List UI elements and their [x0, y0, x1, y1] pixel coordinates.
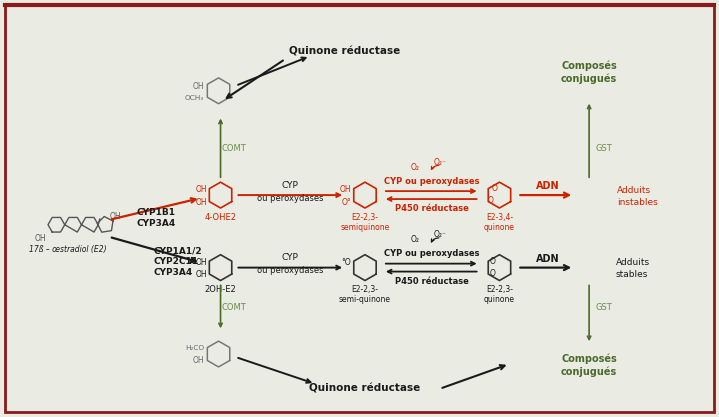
Text: OH: OH: [196, 198, 207, 207]
Text: Composés: Composés: [562, 354, 617, 364]
Text: ADN: ADN: [536, 181, 559, 191]
Text: semi-quinone: semi-quinone: [339, 295, 391, 304]
Text: OH: OH: [196, 270, 207, 279]
Text: E2-2,3-: E2-2,3-: [352, 285, 378, 294]
Text: COMT: COMT: [221, 144, 246, 153]
Text: CYP1A1/2
CYP2C11
CYP3A4: CYP1A1/2 CYP2C11 CYP3A4: [154, 247, 203, 276]
Text: CYP ou peroxydases: CYP ou peroxydases: [384, 249, 480, 258]
Text: conjugués: conjugués: [561, 74, 617, 84]
Text: O°: O°: [342, 198, 352, 207]
Text: COMT: COMT: [221, 303, 246, 312]
Text: P450 réductase: P450 réductase: [395, 204, 469, 214]
Text: OH: OH: [196, 186, 207, 194]
Text: CYP: CYP: [282, 253, 298, 262]
Text: O₂: O₂: [411, 163, 419, 172]
Text: OH: OH: [340, 186, 352, 194]
Text: CYP: CYP: [282, 181, 298, 190]
Text: Composés: Composés: [562, 61, 617, 71]
Text: quinone: quinone: [484, 223, 515, 232]
Text: O: O: [490, 256, 495, 266]
Text: ADN: ADN: [536, 254, 559, 264]
Text: O₂: O₂: [411, 235, 419, 244]
Text: CYP ou peroxydases: CYP ou peroxydases: [384, 177, 480, 186]
Text: 17ß – œstradiol (E2): 17ß – œstradiol (E2): [29, 245, 107, 254]
Text: OH: OH: [196, 258, 207, 267]
Text: E2-2,3-: E2-2,3-: [352, 213, 378, 221]
Text: instables: instables: [617, 198, 658, 206]
Text: OCH₃: OCH₃: [185, 95, 204, 101]
Text: GST: GST: [595, 303, 613, 312]
Text: E2-2,3-: E2-2,3-: [486, 285, 513, 294]
Text: OH: OH: [35, 234, 47, 243]
Text: quinone: quinone: [484, 295, 515, 304]
Text: OH: OH: [193, 82, 204, 91]
Text: 4-OHE2: 4-OHE2: [204, 213, 237, 221]
Text: OH: OH: [110, 212, 122, 221]
Text: E2-3,4-: E2-3,4-: [486, 213, 513, 221]
Text: semiquinone: semiquinone: [340, 223, 390, 232]
Text: GST: GST: [595, 144, 613, 153]
Text: H₂CO: H₂CO: [186, 345, 204, 351]
Text: 2OH-E2: 2OH-E2: [205, 285, 237, 294]
Text: P450 réductase: P450 réductase: [395, 277, 469, 286]
Text: O₂⁻: O₂⁻: [433, 230, 446, 239]
Text: O: O: [491, 184, 498, 193]
Text: ou peroxydases: ou peroxydases: [257, 193, 324, 203]
Text: Adduits: Adduits: [616, 258, 650, 267]
Text: Quinone réductase: Quinone réductase: [309, 384, 421, 394]
Text: O: O: [490, 269, 495, 278]
Text: Adduits: Adduits: [617, 186, 651, 195]
Text: stables: stables: [616, 270, 649, 279]
Text: O₂⁻: O₂⁻: [433, 158, 446, 167]
Text: CYP1B1
CYP3A4: CYP1B1 CYP3A4: [136, 208, 175, 228]
Text: °O: °O: [342, 258, 352, 267]
Text: ou peroxydases: ou peroxydases: [257, 266, 324, 275]
Text: OH: OH: [193, 356, 204, 365]
Text: Quinone réductase: Quinone réductase: [290, 46, 400, 56]
Text: conjugués: conjugués: [561, 367, 617, 377]
Text: O: O: [487, 196, 493, 205]
